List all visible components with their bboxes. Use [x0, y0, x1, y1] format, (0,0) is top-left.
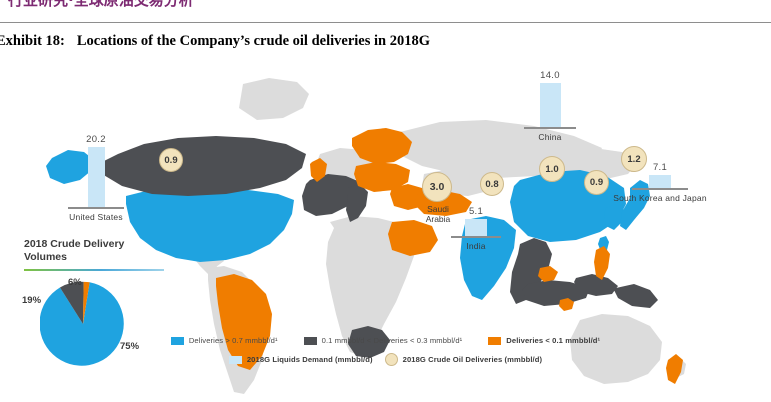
- bar-baseline-united-states: [68, 207, 124, 209]
- pie-chart-wrap: 6% 19% 75%: [22, 277, 174, 366]
- pie-slice-orange: [83, 281, 90, 324]
- pie-title-line1: 2018 Crude Delivery: [24, 238, 125, 250]
- pie-title-line2: Volumes: [24, 251, 67, 263]
- legend-text-crude-deliveries: 2018G Crude Oil Deliveries (mmbbl/d): [402, 355, 543, 364]
- legend-swatch-orange: [488, 336, 502, 345]
- bar-baseline-india: [451, 236, 501, 238]
- bubble-saudi-arabia: 3.0: [422, 172, 452, 202]
- bar-india: 5.1 India: [436, 206, 516, 251]
- legend-item-crude-deliveries: 2018G Crude Oil Deliveries (mmbbl/d): [384, 353, 543, 366]
- pie-label-19: 19%: [22, 295, 42, 306]
- legend-item-gray: 0.1 mmbbl/d < Deliveries < 0.3 mmbbl/d¹: [303, 336, 463, 345]
- bubble-china: 1.0: [539, 156, 565, 182]
- bar-value-united-states: 20.2: [86, 134, 106, 145]
- bar-united-states: 20.2 United States: [56, 134, 136, 222]
- map-class-gray: [98, 136, 658, 358]
- legend-text-blue: Deliveries > 0.7 mmbbl/d¹: [188, 336, 278, 345]
- legend-text-gray: 0.1 mmbbl/d < Deliveries < 0.3 mmbbl/d¹: [321, 336, 463, 345]
- exhibit-title: Exhibit 18: Locations of the Company’s cr…: [0, 33, 430, 50]
- bar-baseline-south-korea-japan: [632, 188, 688, 190]
- bubble-label-saudi-line1: Saudi: [427, 204, 449, 214]
- world-map: [46, 78, 686, 394]
- header-divider: [0, 22, 771, 23]
- exhibit-title-text: Locations of the Company’s crude oil del…: [76, 33, 430, 49]
- bubble-south-korea: 0.9: [584, 170, 609, 195]
- legend-item-blue: Deliveries > 0.7 mmbbl/d¹: [170, 336, 278, 345]
- legend-row-series: 2018G Liquids Demand (mmbbl/d) 2018G Cru…: [0, 353, 771, 366]
- bar-label-united-states: United States: [69, 212, 123, 222]
- bubble-japan: 1.2: [621, 146, 647, 172]
- map-legend: Deliveries > 0.7 mmbbl/d¹ 0.1 mmbbl/d < …: [0, 336, 771, 366]
- bar-value-china: 14.0: [540, 70, 560, 81]
- bar-south-korea-japan: 7.1 South Korea and Japan: [600, 162, 720, 203]
- legend-item-orange: Deliveries < 0.1 mmbbl/d¹: [488, 336, 600, 345]
- running-head-text: 行业研究·全球原油交易分析: [8, 0, 194, 9]
- bar-label-south-korea-japan: South Korea and Japan: [613, 193, 707, 203]
- bubble-label-saudi-arabia: Saudi Arabia: [412, 204, 464, 224]
- bubble-label-saudi-line2: Arabia: [425, 214, 451, 224]
- pie-title-underline: [24, 269, 164, 271]
- bar-column-india: [465, 219, 487, 236]
- pie-slice-gray: [59, 281, 84, 324]
- bar-column-south-korea-japan: [649, 175, 671, 188]
- bar-label-india: India: [466, 241, 486, 251]
- pie-panel: 2018 Crude Delivery Volumes 6% 19% 75%: [22, 238, 184, 366]
- legend-swatch-blue: [170, 336, 184, 345]
- bar-baseline-china: [524, 127, 576, 129]
- bar-china: 14.0 China: [510, 70, 590, 142]
- legend-swatch-crude-deliveries: [384, 353, 398, 366]
- exhibit-figure: 20.2 United States 14.0 China 5.1 India …: [0, 62, 771, 402]
- document-header: 行业研究·全球原油交易分析: [0, 0, 771, 24]
- pie-label-75: 75%: [120, 341, 140, 352]
- pie-slice-blue: [40, 282, 124, 366]
- legend-text-liquids-demand: 2018G Liquids Demand (mmbbl/d): [246, 355, 373, 364]
- bar-column-united-states: [87, 147, 105, 207]
- legend-swatch-liquids-demand: [228, 355, 242, 364]
- bar-value-india: 5.1: [468, 206, 484, 217]
- legend-text-orange: Deliveries < 0.1 mmbbl/d¹: [506, 336, 601, 345]
- pie-chart: [40, 281, 124, 366]
- legend-row-classes: Deliveries > 0.7 mmbbl/d¹ 0.1 mmbbl/d < …: [0, 336, 771, 345]
- pie-title: 2018 Crude Delivery Volumes: [24, 238, 164, 264]
- bubble-india: 0.8: [480, 172, 504, 196]
- pie-label-6: 6%: [68, 277, 82, 288]
- bar-value-south-korea-japan: 7.1: [652, 162, 668, 173]
- bar-column-china: [539, 83, 561, 127]
- bar-label-china: China: [538, 132, 562, 142]
- legend-swatch-gray: [303, 336, 317, 345]
- legend-item-liquids-demand: 2018G Liquids Demand (mmbbl/d): [228, 355, 373, 364]
- bubble-united-states: 0.9: [159, 148, 183, 172]
- exhibit-number: Exhibit 18:: [0, 33, 65, 49]
